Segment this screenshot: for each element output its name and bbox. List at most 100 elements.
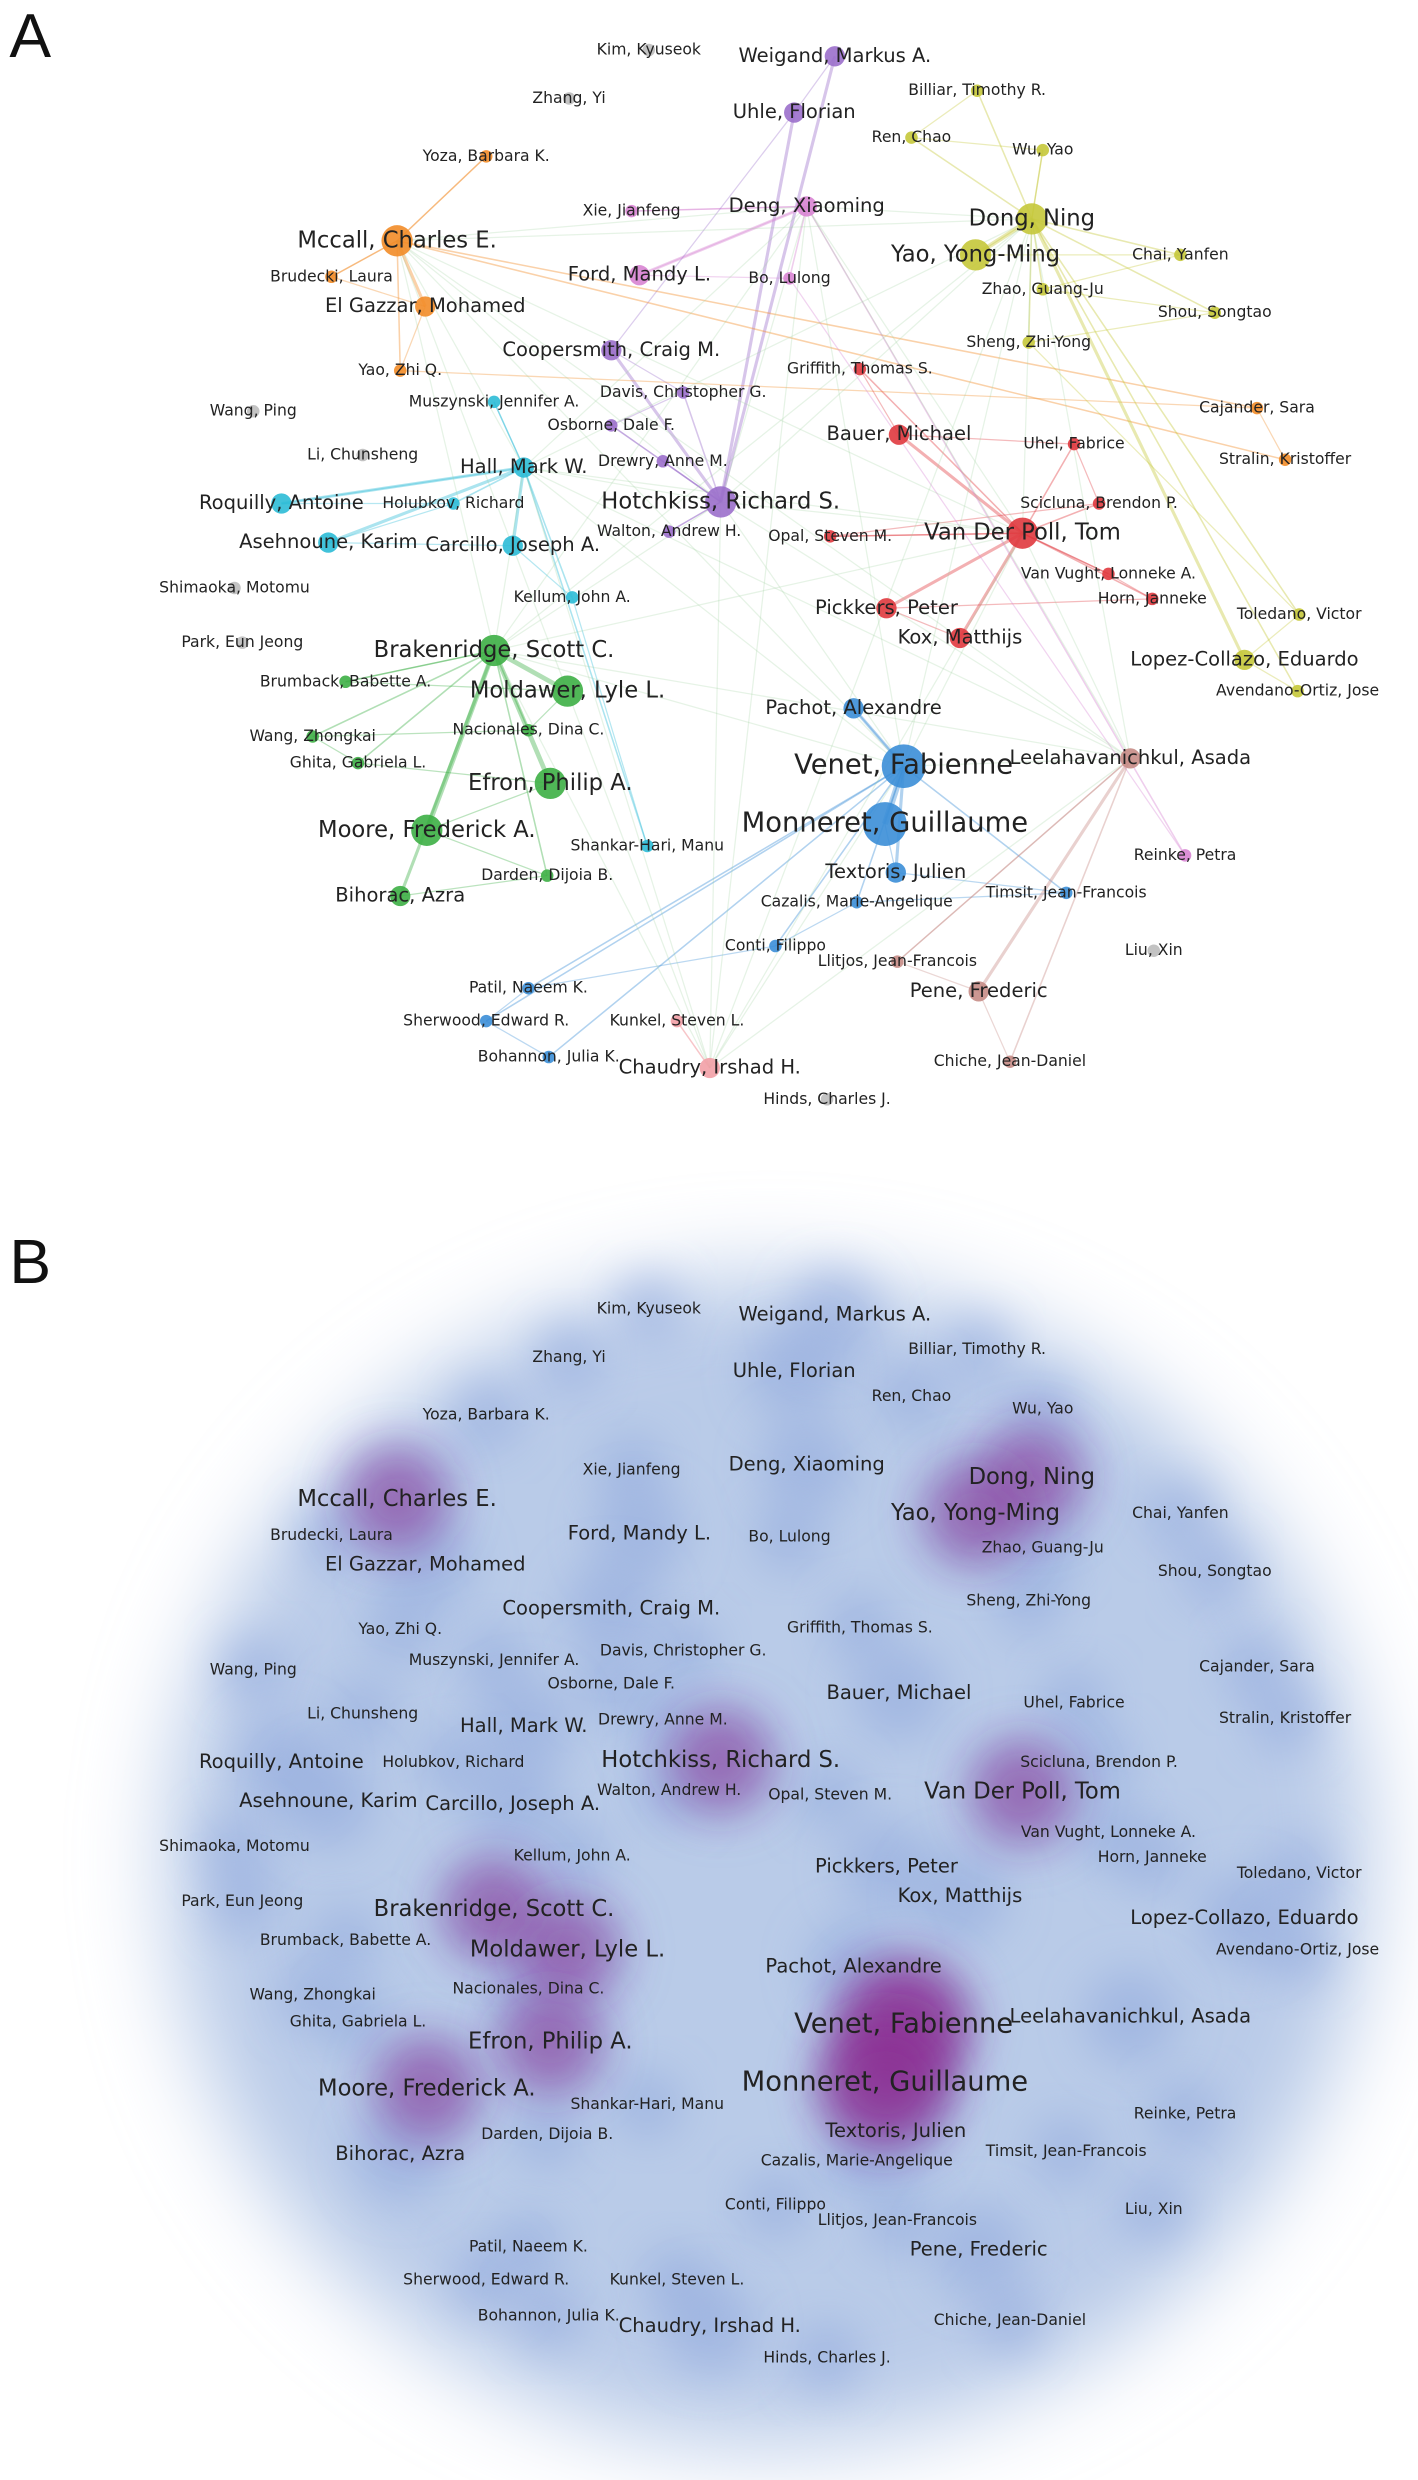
edge (1031, 218, 1299, 692)
edge (400, 369, 1257, 409)
edge (396, 240, 1131, 759)
node (1022, 336, 1035, 349)
node-label: Patil, Naeem K. (469, 2237, 588, 2256)
edge (1027, 218, 1033, 343)
density-blob (648, 1616, 718, 1686)
node (1178, 849, 1192, 862)
edge (830, 532, 1023, 537)
node-label: Drewry, Anne M. (598, 451, 728, 470)
edge (426, 829, 548, 877)
edge (720, 501, 1131, 759)
node-label: Zhao, Guang-Ju (982, 1538, 1104, 1557)
node (1006, 517, 1039, 549)
density-blob (792, 2323, 862, 2393)
node-label: Brakenridge, Scott C. (374, 637, 615, 663)
edge (523, 467, 905, 767)
node (769, 939, 782, 953)
node-label: Mccall, Charles E. (297, 1486, 496, 1512)
node-label: Davis, Christopher G. (600, 1641, 767, 1660)
node (236, 636, 249, 649)
density-blob (564, 1562, 659, 1656)
density-blob (913, 1849, 1007, 1944)
density-peak (444, 1859, 545, 1960)
node-label: Hall, Mark W. (460, 1714, 588, 1737)
node-label: Van Vught, Lonneke A. (1021, 1822, 1196, 1841)
node-label: Yao, Zhi Q. (357, 360, 442, 379)
node-label: Li, Chunsheng (307, 445, 418, 464)
node-label: Reinke, Petra (1134, 2104, 1237, 2123)
node-label: Wang, Ping (210, 1660, 297, 1679)
density-blob (451, 2245, 521, 2315)
node-label: Textoris, Julien (824, 860, 966, 883)
edge (806, 206, 905, 767)
edge (453, 466, 525, 505)
node-label: Efron, Philip A. (468, 2029, 633, 2055)
node-label: Pachot, Alexandre (765, 1955, 941, 1978)
node-label: Zhang, Yi (532, 88, 605, 107)
edge (720, 501, 905, 767)
node-label: Leelahavanichkul, Asada (1010, 746, 1252, 769)
edge (806, 205, 1032, 220)
node-label: Stralin, Kristoffer (1219, 1708, 1352, 1727)
node (1092, 497, 1106, 510)
edge (328, 502, 454, 544)
node-label: Kim, Kyuseok (597, 1298, 701, 1317)
node-label: Llitjos, Jean-Francois (818, 951, 977, 970)
density-blob (931, 2203, 1026, 2298)
edge (523, 466, 721, 503)
edge (830, 502, 1100, 537)
edge (327, 466, 525, 545)
edge (396, 240, 525, 468)
density-blob (795, 1760, 865, 1830)
node-label: Bohannon, Julia K. (478, 2305, 620, 2324)
node-label: Shimaoka, Motomu (159, 1836, 310, 1855)
edge (719, 55, 837, 503)
edge (512, 545, 573, 598)
node-label: Kunkel, Steven L. (610, 1011, 745, 1030)
edge (886, 607, 961, 639)
density-blob (311, 1906, 380, 1975)
edge (523, 205, 808, 469)
edge (610, 349, 722, 503)
node-label: Venet, Fabienne (794, 2008, 1013, 2039)
node-label: Chiche, Jean-Daniel (934, 1051, 1086, 1070)
node-label: Xie, Jianfeng (583, 201, 681, 220)
node (783, 272, 796, 285)
edge (398, 649, 496, 897)
node (381, 225, 413, 257)
node (228, 581, 241, 595)
node-label: Li, Chunsheng (307, 1703, 418, 1722)
node-label: Hinds, Charles J. (763, 2348, 890, 2367)
node (1145, 592, 1159, 606)
node-label: Griffith, Thomas S. (787, 1617, 933, 1636)
node-label: Pene, Frederic (910, 2238, 1048, 2261)
edge (399, 306, 426, 371)
node-label: Uhel, Fabrice (1023, 434, 1124, 453)
edge (806, 206, 1186, 856)
edge (709, 757, 1131, 1069)
node (843, 698, 864, 719)
edge (424, 649, 497, 832)
node (478, 634, 510, 667)
node-label: Avendano-Ortiz, Jose (1216, 681, 1379, 700)
density-blob (1119, 2175, 1189, 2244)
edge (345, 649, 495, 683)
node-label: Kellum, John A. (514, 1846, 631, 1865)
edge (1021, 532, 1131, 759)
node (487, 395, 501, 409)
density-blob (200, 1812, 269, 1882)
node (1147, 944, 1161, 957)
node-label: Llitjos, Jean-Francois (818, 2210, 977, 2229)
node (1059, 886, 1073, 900)
node-label: Ford, Mandy L. (568, 263, 711, 286)
edge (493, 218, 1033, 651)
edge (1030, 218, 1246, 661)
edge (522, 467, 648, 847)
node (513, 457, 534, 478)
edge (1031, 218, 1216, 314)
edge (978, 991, 1011, 1062)
node-label: Ren, Chao (872, 1386, 952, 1405)
node-label: Cazalis, Marie-Angelique (761, 2151, 953, 2170)
node-label: Uhel, Fabrice (1023, 1692, 1124, 1711)
edge (1031, 218, 1181, 256)
